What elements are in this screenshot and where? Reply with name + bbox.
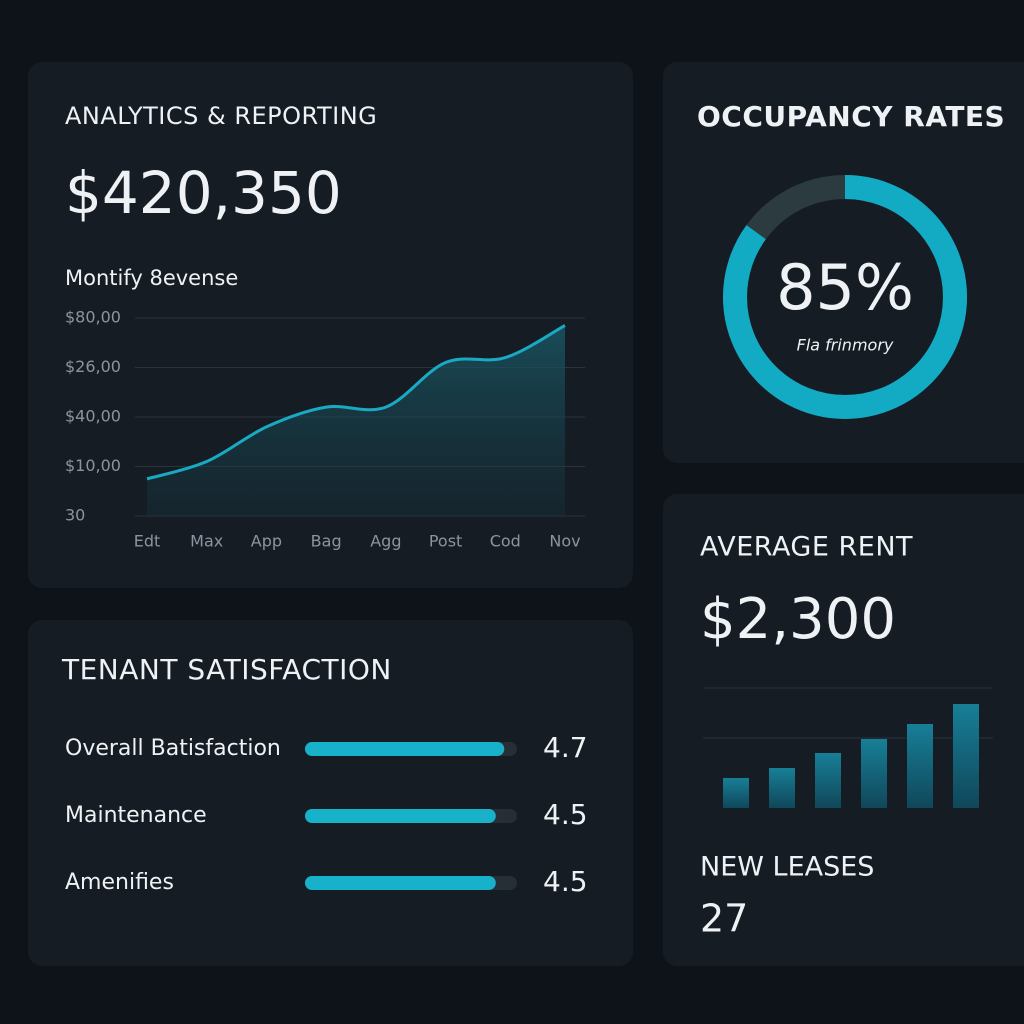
x-tick-label: App xyxy=(251,532,282,551)
card-title: ANALYTICS & REPORTING xyxy=(65,102,377,130)
x-tick-label: Bag xyxy=(311,532,342,551)
x-tick-label: Nov xyxy=(549,532,580,551)
bar xyxy=(305,809,496,823)
card-title: AVERAGE RENT xyxy=(700,532,913,563)
donut-value: 85% xyxy=(776,251,914,324)
bar xyxy=(815,753,841,808)
bar xyxy=(305,742,505,756)
y-tick-label: $26,00 xyxy=(65,357,121,376)
x-tick-label: Agg xyxy=(370,532,401,551)
x-tick-label: Cod xyxy=(490,532,521,551)
rent-card xyxy=(663,494,1024,966)
card-title: NEW LEASES xyxy=(700,852,874,883)
line xyxy=(146,324,566,481)
bar xyxy=(723,778,749,808)
row-value: 4.5 xyxy=(543,865,588,898)
y-tick-label: $40,00 xyxy=(65,407,121,426)
x-tick-label: Post xyxy=(429,532,462,551)
donut-arc xyxy=(723,175,967,419)
row-label: Maintenance xyxy=(65,803,207,828)
bar xyxy=(907,724,933,808)
kpi-value: $420,350 xyxy=(65,159,342,227)
card-title: OCCUPANCY RATES xyxy=(697,100,1005,133)
x-tick-label: Edt xyxy=(134,532,161,551)
row-value: 4.7 xyxy=(543,731,588,764)
kpi-value: $2,300 xyxy=(700,587,896,652)
bar xyxy=(305,876,496,890)
chart-subtitle: Montify 8evense xyxy=(65,266,238,290)
row-label: Overall Batisfaction xyxy=(65,736,281,761)
y-tick-label: 30 xyxy=(65,506,85,525)
card-title: TENANT SATISFACTION xyxy=(61,653,392,686)
bar xyxy=(861,739,887,808)
donut-caption: Fla frinmory xyxy=(797,336,894,355)
area xyxy=(147,325,565,516)
row-label: Amenifies xyxy=(65,870,174,895)
bar xyxy=(953,704,979,808)
y-tick-label: $80,00 xyxy=(65,308,121,327)
kpi-value: 27 xyxy=(700,897,748,941)
row-value: 4.5 xyxy=(543,798,588,831)
bar xyxy=(769,768,795,808)
x-tick-label: Max xyxy=(190,532,223,551)
y-tick-label: $10,00 xyxy=(65,456,121,475)
